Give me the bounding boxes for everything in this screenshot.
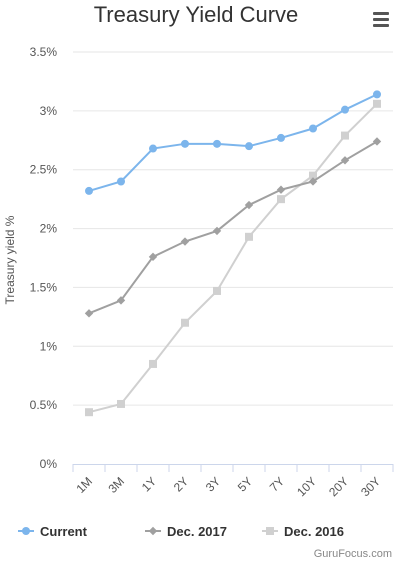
series-dec-2017 — [84, 137, 382, 318]
data-point[interactable] — [309, 171, 317, 180]
data-point[interactable] — [85, 186, 93, 195]
x-axis — [72, 464, 394, 472]
legend-item[interactable]: Current — [18, 524, 88, 539]
data-point[interactable] — [373, 90, 381, 99]
data-point[interactable] — [117, 177, 125, 186]
data-point[interactable] — [244, 200, 254, 210]
y-tick-label: 0.5% — [30, 398, 58, 412]
legend-marker[interactable] — [148, 526, 158, 536]
series-line[interactable] — [88, 140, 378, 315]
data-point[interactable] — [117, 399, 125, 408]
legend: Current Dec. 2017 Dec. 2016 — [18, 524, 344, 539]
credit-text[interactable]: GuruFocus.com — [313, 548, 392, 560]
data-point[interactable] — [341, 105, 349, 114]
data-point[interactable] — [213, 286, 221, 295]
x-tick-label: 10Y — [294, 474, 319, 499]
data-point[interactable] — [341, 131, 349, 140]
legend-label: Dec. 2016 — [284, 524, 344, 539]
data-point[interactable] — [276, 185, 286, 194]
legend-item[interactable]: Dec. 2016 — [262, 524, 344, 539]
data-point[interactable] — [245, 232, 253, 241]
series-line[interactable] — [88, 103, 378, 414]
x-tick-label: 7Y — [267, 474, 287, 494]
data-point[interactable] — [372, 137, 382, 146]
y-axis-title: Treasury yield % — [3, 215, 17, 304]
data-point[interactable] — [309, 124, 317, 133]
data-point[interactable] — [148, 252, 158, 262]
legend-marker[interactable] — [22, 527, 30, 535]
x-tick-label: 1Y — [139, 474, 159, 494]
legend-item[interactable]: Dec. 2017 — [145, 524, 227, 539]
legend-marker[interactable] — [266, 527, 274, 535]
x-tick-label: 30Y — [358, 474, 383, 499]
x-tick-label: 5Y — [235, 474, 255, 494]
data-point[interactable] — [149, 144, 157, 153]
data-point[interactable] — [340, 156, 350, 165]
y-tick-label: 0% — [40, 457, 58, 471]
x-tick-label: 1M — [73, 474, 95, 496]
y-axis-tick-labels: 0% 0.5% 1% 1.5% 2% 2.5% 3% 3.5% — [30, 45, 58, 471]
x-tick-label: 2Y — [171, 474, 191, 494]
data-point[interactable] — [181, 318, 189, 327]
series-line[interactable] — [88, 93, 378, 192]
y-tick-label: 1% — [40, 339, 58, 353]
y-tick-label: 1.5% — [30, 280, 58, 294]
legend-label: Dec. 2017 — [167, 524, 227, 539]
y-tick-label: 3.5% — [30, 45, 58, 59]
data-point[interactable] — [213, 139, 221, 148]
data-point[interactable] — [116, 296, 126, 305]
x-axis-tick-labels: 1M 3M 1Y 2Y 3Y 5Y 7Y 10Y 20Y 30Y — [73, 474, 383, 499]
x-tick-label: 3Y — [203, 474, 223, 494]
data-point[interactable] — [277, 133, 285, 142]
hamburger-menu-icon[interactable] — [368, 9, 394, 31]
x-tick-label: 20Y — [326, 474, 351, 499]
x-tick-label: 3M — [105, 474, 127, 496]
data-point[interactable] — [149, 359, 157, 368]
data-point[interactable] — [85, 408, 93, 417]
y-tick-label: 3% — [40, 104, 58, 118]
series-lines — [84, 90, 382, 417]
data-point[interactable] — [373, 99, 381, 108]
y-tick-label: 2.5% — [30, 163, 58, 177]
data-point[interactable] — [212, 226, 222, 236]
data-point[interactable] — [181, 139, 189, 148]
grid-lines — [73, 51, 393, 406]
legend-label: Current — [40, 524, 88, 539]
data-point[interactable] — [245, 142, 253, 151]
chart-title: Treasury Yield Curve — [93, 2, 299, 27]
series-dec-2016 — [85, 99, 381, 417]
data-point[interactable] — [308, 177, 318, 186]
series-current — [85, 90, 381, 195]
data-point[interactable] — [84, 309, 94, 318]
y-tick-label: 2% — [40, 222, 58, 236]
data-point[interactable] — [180, 237, 190, 246]
data-point[interactable] — [277, 195, 285, 204]
